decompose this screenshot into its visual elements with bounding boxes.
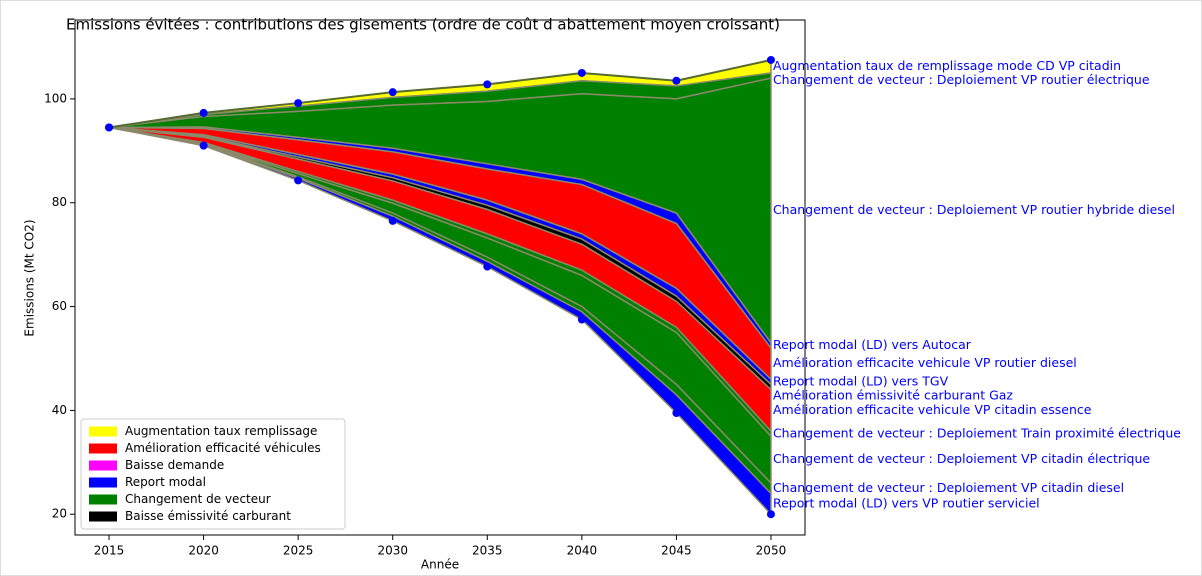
series-label: Changement de vecteur : Deploiement VP r… — [773, 72, 1150, 87]
x-tick-label: 2035 — [472, 544, 503, 558]
bottom-point — [105, 123, 114, 132]
x-tick-label: 2020 — [188, 544, 219, 558]
legend-swatch — [89, 460, 117, 471]
series-label: Augmentation taux de remplissage mode CD… — [773, 58, 1121, 73]
top-point — [672, 76, 681, 85]
series-label: Amélioration émissivité carburant Gaz — [773, 387, 1013, 402]
legend-label: Augmentation taux remplissage — [125, 424, 317, 438]
top-point — [766, 55, 775, 64]
y-tick-label: 40 — [52, 403, 67, 417]
legend-label: Baisse émissivité carburant — [125, 509, 291, 523]
y-tick-label: 100 — [44, 91, 67, 105]
x-tick-label: 2030 — [377, 544, 408, 558]
reference-line — [108, 58, 772, 129]
x-axis-label: Année — [421, 558, 459, 572]
legend-label: Amélioration efficacité véhicules — [125, 441, 321, 455]
y-axis-label: Emissions (Mt CO2) — [23, 219, 37, 336]
series-label: Changement de vecteur : Deploiement VP c… — [773, 451, 1150, 466]
bottom-point — [483, 262, 492, 271]
bottom-point — [294, 176, 303, 185]
x-tick-label: 2040 — [567, 544, 598, 558]
top-point — [388, 88, 397, 97]
legend-swatch — [89, 494, 117, 505]
bottom-point — [199, 141, 208, 150]
chart-title: Emissions évitées : contributions des gi… — [66, 16, 780, 34]
legend-label: Baisse demande — [125, 458, 224, 472]
bottom-point — [388, 216, 397, 225]
series-label: Report modal (LD) vers Autocar — [773, 337, 972, 352]
area-band — [108, 126, 772, 515]
y-tick-label: 60 — [52, 299, 67, 313]
bottom-point — [577, 315, 586, 324]
bottom-point — [672, 408, 681, 417]
top-point — [577, 68, 586, 77]
legend-label: Report modal — [125, 475, 206, 489]
series-label: Amélioration efficacite vehicule VP cita… — [773, 402, 1092, 417]
series-label: Changement de vecteur : Deploiement VP r… — [773, 202, 1175, 217]
x-tick-label: 2045 — [661, 544, 692, 558]
y-tick-label: 20 — [52, 507, 67, 521]
series-label: Changement de vecteur : Deploiement VP c… — [773, 480, 1124, 495]
legend-label: Changement de vecteur — [125, 492, 271, 506]
legend-swatch — [89, 443, 117, 454]
legend-swatch — [89, 426, 117, 437]
series-label: Report modal (LD) vers VP routier servic… — [773, 495, 1040, 510]
top-point — [294, 99, 303, 108]
bottom-point — [766, 510, 775, 519]
legend-swatch — [89, 477, 117, 488]
series-label: Amélioration efficacite vehicule VP rout… — [773, 355, 1077, 370]
series-label: Report modal (LD) vers TGV — [773, 373, 949, 388]
x-tick-label: 2050 — [756, 544, 787, 558]
legend-swatch — [89, 511, 117, 522]
top-point — [483, 80, 492, 89]
y-tick-label: 80 — [52, 195, 67, 209]
x-tick-label: 2015 — [94, 544, 125, 558]
legend-box — [80, 418, 346, 530]
series-label: Changement de vecteur : Deploiement Trai… — [773, 425, 1181, 440]
plot-frame — [74, 19, 806, 536]
x-tick-label: 2025 — [283, 544, 314, 558]
top-point — [199, 108, 208, 117]
